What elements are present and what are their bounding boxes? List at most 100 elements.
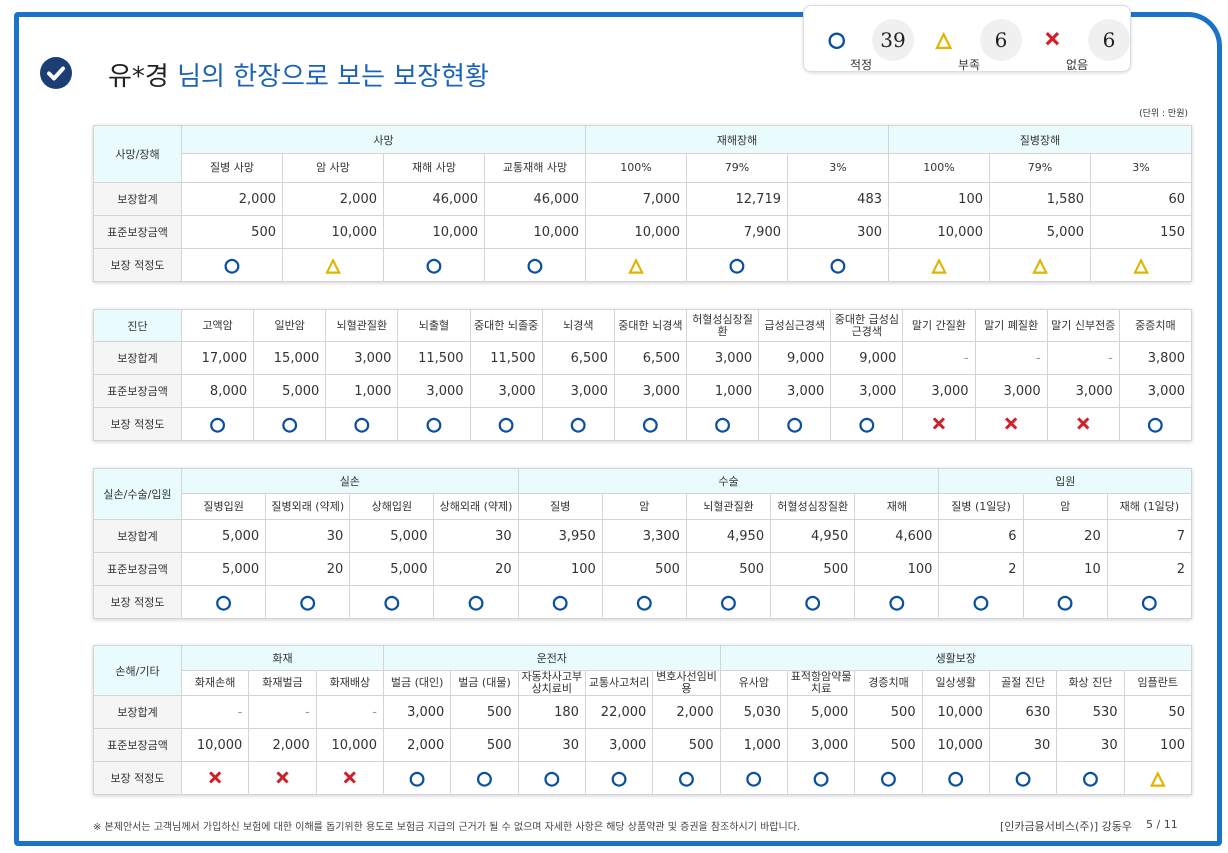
- summary-label: 적정: [850, 58, 873, 72]
- amount-cell: 6,500: [613, 341, 687, 375]
- summary-item: ○ 39 적정: [814, 6, 922, 73]
- amount-cell: 5,000: [180, 519, 267, 553]
- status-cell: ○: [686, 248, 788, 282]
- amount-cell: 500: [450, 695, 519, 729]
- group-header: 입원: [938, 468, 1192, 494]
- table-body: 사망/장해 사망 재해장해 질병장해 질병 사망 암 사망 재해 사망 교통재해 사망 100%…: [93, 125, 1192, 282]
- amount-cell: 17,000: [180, 341, 255, 375]
- column-header: 표적항암약물치료: [786, 670, 856, 696]
- amount-cell: 500: [181, 215, 283, 249]
- column-header: 화재배상: [315, 670, 384, 696]
- data-row: 보장합계 5,000 30 5,000 30 3,950 3,300 4,950 4,950 4,…: [93, 519, 1193, 553]
- column-header: 뇌혈관질환: [325, 309, 399, 342]
- status-cell: ○: [517, 761, 586, 795]
- status-cell: ○: [770, 585, 856, 619]
- amount-cell: 11,500: [397, 341, 471, 375]
- summary-symbol: ○: [827, 27, 846, 51]
- column-header: 골절 진단: [988, 670, 1058, 696]
- column-header: 질병 (1일당): [938, 493, 1024, 520]
- amount-cell: -: [902, 341, 976, 375]
- coverage-table-wrap: 손해/기타 화재 운전자 생활보장 화재손해 화재벌금 화재배상 벌금 (대인) 벌금 (대물)…: [93, 645, 1193, 795]
- column-header: 중대한 뇌경색: [613, 309, 687, 342]
- coverage-table-wrap: 실손/수술/입원 실손 수술 입원 질병입원 질병외래 (약제) 상해입원 상해외래 (약제)…: [93, 468, 1193, 619]
- group-header: 사망: [181, 125, 586, 154]
- coverage-table: 실손/수술/입원 실손 수술 입원 질병입원 질병외래 (약제) 상해입원 상해외래 (약제)…: [93, 468, 1193, 619]
- amount-cell: 5,000: [349, 552, 435, 586]
- amount-cell: 2,000: [282, 182, 384, 216]
- status-cell: ○: [830, 407, 904, 441]
- amount-cell: 100: [1123, 728, 1193, 762]
- data-row: 표준보장금액 500 10,000 10,000 10,000 10,000 7,900 30…: [93, 215, 1192, 249]
- amount-cell: 5,000: [180, 552, 267, 586]
- row-label: 보장 적정도: [93, 248, 182, 282]
- summary-label: 부족: [958, 58, 981, 72]
- amount-cell: 10,000: [383, 215, 485, 249]
- status-cell: ○: [541, 407, 615, 441]
- status-cell: ○: [854, 585, 940, 619]
- column-header: 100%: [585, 153, 687, 183]
- summary-count: 39: [872, 19, 914, 61]
- amount-cell: 7,900: [686, 215, 788, 249]
- title-text: 님의 한장으로 보는 보장현황: [177, 62, 489, 92]
- status-cell: ○: [180, 407, 255, 441]
- footer-note: ※ 본제안서는 고객님께서 가입하신 보험에 대한 이해를 돕기위한 용도로 보…: [93, 822, 801, 833]
- amount-cell: 5,030: [719, 695, 788, 729]
- amount-cell: 46,000: [484, 182, 586, 216]
- data-row: 보장 적정도 ○ △ ○ ○ △ ○ ○ △ △ △: [93, 248, 1192, 282]
- amount-cell: 3,000: [974, 374, 1048, 408]
- column-header: 79%: [989, 153, 1091, 183]
- amount-cell: 4,600: [854, 519, 940, 553]
- column-header: 화재벌금: [248, 670, 317, 696]
- amount-cell: 100: [888, 182, 990, 216]
- column-header: 중증치매: [1118, 309, 1193, 342]
- amount-cell: 3,000: [469, 374, 543, 408]
- column-header: 임플란트: [1123, 670, 1193, 696]
- amount-cell: 20: [433, 552, 519, 586]
- amount-cell: 3,000: [786, 728, 856, 762]
- amount-cell: 2,000: [181, 182, 283, 216]
- amount-cell: 1,000: [685, 374, 760, 408]
- amount-cell: 150: [1090, 215, 1192, 249]
- data-row: 보장합계 2,000 2,000 46,000 46,000 7,000 12,719 483…: [93, 182, 1192, 216]
- group-row: 실손/수술/입원 실손 수술 입원: [93, 468, 1192, 520]
- column-header: 급성심근경색: [758, 309, 832, 342]
- column-header: 벌금 (대인): [382, 670, 452, 696]
- column-header: 79%: [686, 153, 788, 183]
- column-header: 암: [1022, 493, 1108, 520]
- amount-cell: 3,800: [1118, 341, 1193, 375]
- amount-cell: 500: [450, 728, 519, 762]
- customer-name: 유*경: [108, 62, 169, 92]
- amount-cell: 5,000: [349, 519, 435, 553]
- corner-cell: 실손/수술/입원: [93, 468, 182, 520]
- summary-item: △ 6 부족: [922, 6, 1030, 73]
- amount-cell: 10: [1022, 552, 1108, 586]
- amount-cell: 8,000: [180, 374, 255, 408]
- summary-item: ✕ 6 없음: [1030, 6, 1138, 73]
- coverage-table: 사망/장해 사망 재해장해 질병장해 질병 사망 암 사망 재해 사망 교통재해 사망 100%…: [93, 125, 1192, 282]
- column-header: 재해 사망: [383, 153, 485, 183]
- amount-cell: 3,000: [541, 374, 615, 408]
- page-frame: [14, 12, 1222, 846]
- amount-cell: 3,000: [613, 374, 687, 408]
- column-header: 허혈성심장질환: [685, 309, 760, 342]
- column-header: 3%: [787, 153, 889, 183]
- corner-cell: 진단: [93, 309, 182, 342]
- status-cell: ○: [433, 585, 519, 619]
- data-row: 표준보장금액 8,000 5,000 1,000 3,000 3,000 3,000 3,00…: [93, 374, 1193, 408]
- amount-cell: 10,000: [484, 215, 586, 249]
- status-cell: ○: [1056, 761, 1125, 795]
- amount-cell: 2: [938, 552, 1024, 586]
- amount-cell: 2: [1106, 552, 1193, 586]
- column-header: 유사암: [719, 670, 788, 696]
- data-row: 표준보장금액 5,000 20 5,000 20 100 500 500 500 100 2 10 2: [93, 552, 1193, 586]
- status-cell: ○: [601, 585, 687, 619]
- amount-cell: 30: [517, 728, 586, 762]
- footer-agent: [인카금융서비스(주)] 강동우: [1000, 820, 1132, 833]
- status-cell: ○: [1022, 585, 1108, 619]
- group-header: 운전자: [382, 645, 721, 671]
- check-icon: [40, 57, 72, 89]
- amount-cell: 30: [988, 728, 1058, 762]
- row-label: 보장합계: [93, 519, 182, 553]
- amount-cell: 30: [1056, 728, 1125, 762]
- amount-cell: 9,000: [758, 341, 832, 375]
